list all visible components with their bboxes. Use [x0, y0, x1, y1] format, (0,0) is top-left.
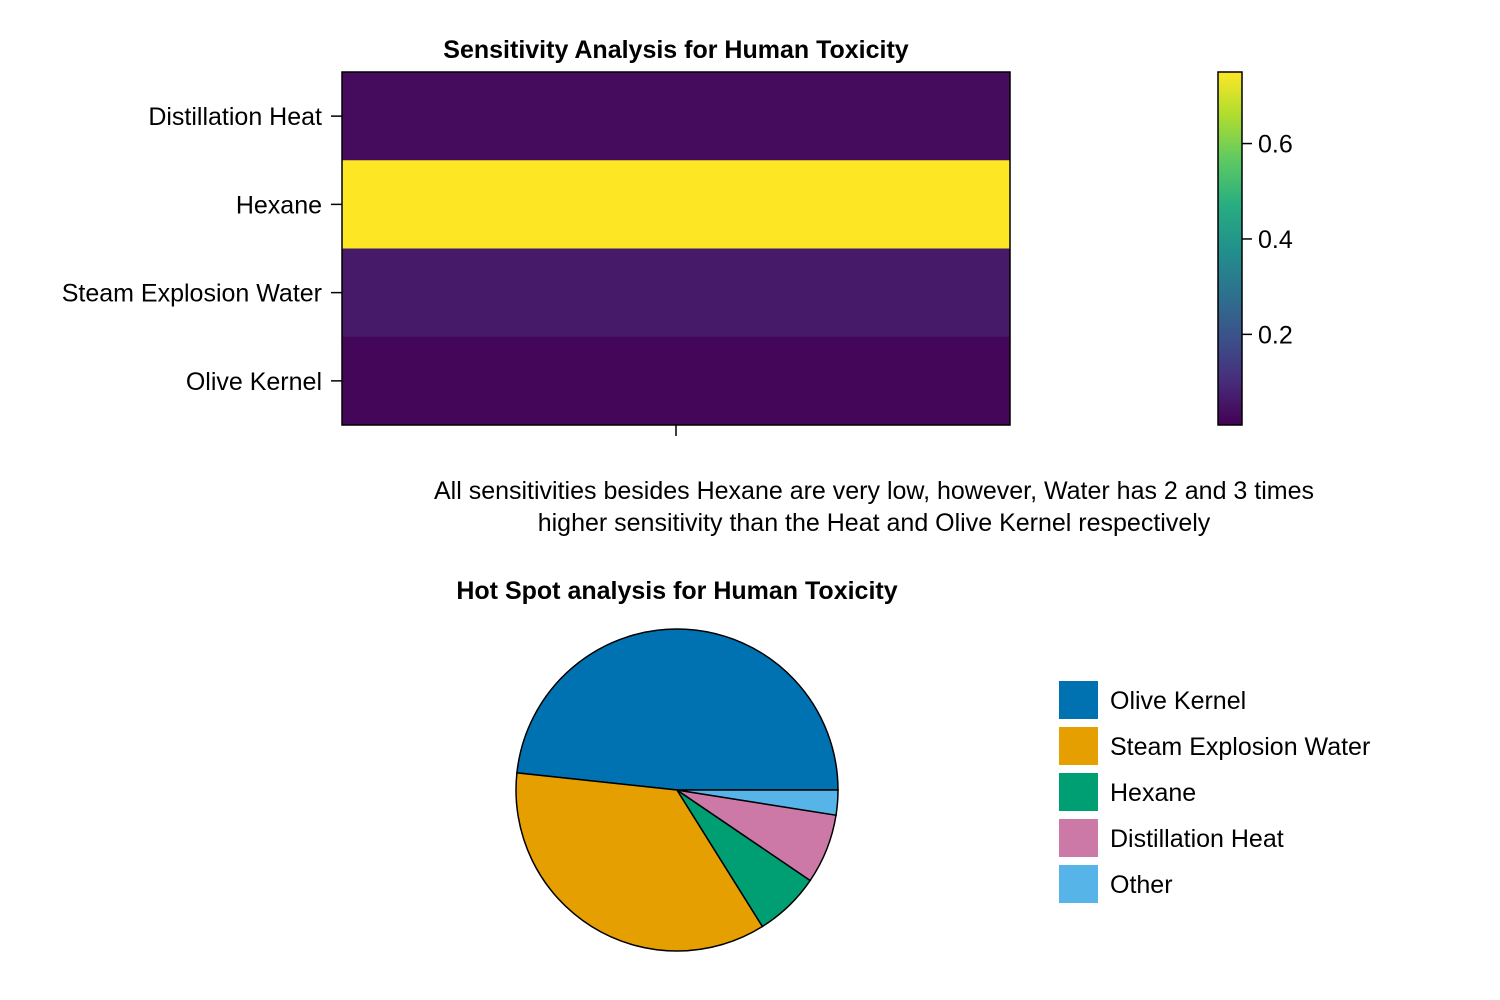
heatmap-cell	[342, 72, 1010, 161]
colorbar-ticks: 0.2 0.4 0.6	[1242, 131, 1293, 349]
pie-title: Hot Spot analysis for Human Toxicity	[456, 577, 897, 605]
legend-label: Olive Kernel	[1110, 687, 1246, 715]
pie-slice	[515, 772, 764, 952]
pie-chart: Hot Spot analysis for Human Toxicity Oli…	[456, 577, 1370, 952]
annotation: All sensitivities besides Hexane are ver…	[434, 477, 1314, 537]
heatmap-cell	[342, 336, 1010, 426]
pie-slices	[515, 628, 839, 952]
heatmap-row-label: Olive Kernel	[186, 368, 322, 396]
colorbar-tick-label: 0.4	[1258, 226, 1293, 254]
legend-label: Other	[1110, 871, 1173, 899]
heatmap-chart: Sensitivity Analysis for Human Toxicity …	[62, 36, 1011, 436]
legend-swatch	[1059, 819, 1098, 857]
legend-label: Distillation Heat	[1110, 825, 1284, 853]
heatmap-row-label: Hexane	[236, 191, 322, 219]
colorbar-tick-label: 0.6	[1258, 131, 1293, 159]
heatmap-cell	[342, 248, 1010, 338]
legend-swatch	[1059, 681, 1098, 719]
heatmap-row-label: Distillation Heat	[148, 103, 322, 131]
colorbar-tick-label: 0.2	[1258, 321, 1293, 349]
pie-slice	[676, 789, 839, 817]
heatmap-row-labels: Distillation Heat Hexane Steam Explosion W…	[62, 103, 342, 396]
heatmap-title: Sensitivity Analysis for Human Toxicity	[443, 36, 909, 64]
legend-label: Hexane	[1110, 779, 1196, 807]
pie-slice	[516, 628, 839, 791]
colorbar: 0.2 0.4 0.6	[1217, 71, 1293, 426]
heatmap-cells	[342, 72, 1010, 426]
heatmap-row-label: Steam Explosion Water	[62, 280, 322, 308]
annotation-line-2: higher sensitivity than the Heat and Oli…	[538, 509, 1211, 537]
colorbar-gradient	[1217, 71, 1243, 426]
legend-swatch	[1059, 865, 1098, 903]
legend-swatch	[1059, 727, 1098, 765]
legend-swatch	[1059, 773, 1098, 811]
annotation-line-1: All sensitivities besides Hexane are ver…	[434, 477, 1314, 505]
heatmap-cell	[342, 160, 1010, 249]
pie-legend: Olive Kernel Steam Explosion Water Hexane D…	[1059, 681, 1370, 903]
legend-label: Steam Explosion Water	[1110, 733, 1370, 761]
